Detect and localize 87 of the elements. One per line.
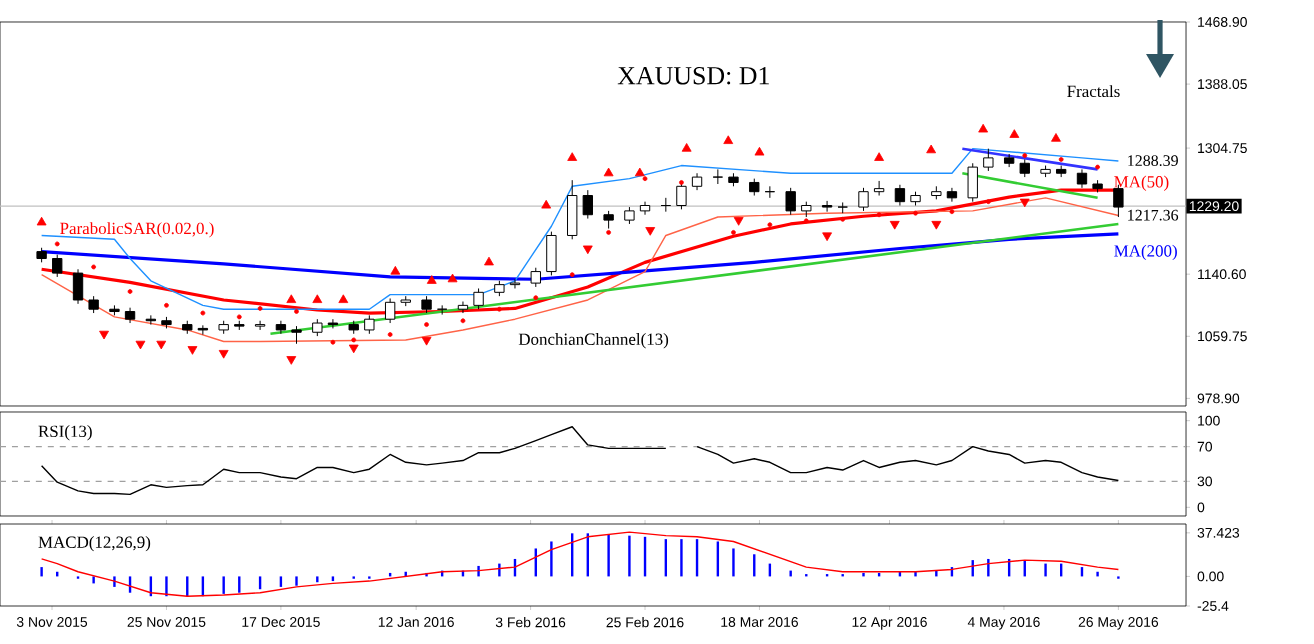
point <box>351 337 357 343</box>
point <box>236 314 242 320</box>
candlestick <box>821 200 833 213</box>
point <box>1051 133 1061 142</box>
candlestick <box>436 304 448 316</box>
candlestick <box>1003 153 1015 168</box>
text: XAUUSD: D1 <box>617 66 769 85</box>
point <box>645 227 656 236</box>
candlestick <box>858 187 869 212</box>
series-label: DonchianChannel(13) <box>518 333 669 349</box>
candlestick <box>1076 168 1088 189</box>
text: RSI(13) <box>38 425 92 441</box>
candlestick <box>327 318 339 329</box>
point <box>1009 129 1020 138</box>
point <box>200 310 206 316</box>
candlestick <box>457 301 469 314</box>
candlestick <box>873 180 885 197</box>
candlestick <box>197 324 209 336</box>
point <box>949 209 955 215</box>
point <box>931 220 942 230</box>
series-label: MA(50) <box>1114 175 1169 191</box>
text: Fractals <box>1067 85 1120 98</box>
point <box>634 167 645 177</box>
candlestick <box>946 187 958 203</box>
point <box>606 229 612 235</box>
point <box>733 217 744 226</box>
candlestick <box>546 231 557 276</box>
candlestick <box>660 197 672 213</box>
point <box>338 294 349 303</box>
point <box>533 295 539 301</box>
point <box>582 245 593 255</box>
point <box>312 294 323 303</box>
candlestick <box>785 187 796 216</box>
point <box>567 152 578 161</box>
point <box>723 135 734 144</box>
candlestick <box>894 184 906 207</box>
candlestick <box>254 320 266 331</box>
point <box>286 356 297 365</box>
candlestick <box>983 148 994 172</box>
point <box>603 167 614 177</box>
point <box>218 349 229 359</box>
point <box>541 199 552 209</box>
point <box>421 336 432 346</box>
point <box>348 344 359 354</box>
candlestick <box>967 162 978 203</box>
candlestick <box>72 268 84 305</box>
candlestick <box>364 314 375 335</box>
point <box>330 339 336 345</box>
point <box>1019 198 1030 208</box>
point <box>36 216 47 226</box>
series-label: ParabolicSAR(0.02,0.) <box>60 222 214 238</box>
point <box>754 146 765 156</box>
candlestick <box>384 297 396 324</box>
point <box>135 340 146 350</box>
point <box>889 220 900 230</box>
point <box>926 144 937 154</box>
point <box>460 318 466 324</box>
candlestick <box>509 278 521 289</box>
point <box>54 241 60 247</box>
point <box>426 275 437 284</box>
point <box>569 272 575 278</box>
point <box>156 340 167 350</box>
point <box>822 232 832 242</box>
candlestick <box>582 189 593 220</box>
text: MACD(12,26,9) <box>38 536 151 552</box>
point <box>681 143 692 152</box>
candlestick <box>764 185 776 199</box>
series-label: MA(200) <box>1114 244 1177 261</box>
candlestick <box>712 168 724 185</box>
point <box>642 176 648 182</box>
point <box>91 264 97 270</box>
point <box>390 265 401 275</box>
point <box>484 256 494 266</box>
candlestick <box>473 287 484 310</box>
candlestick <box>52 254 63 278</box>
point <box>187 346 198 355</box>
point <box>99 330 109 340</box>
candlestick <box>567 179 578 240</box>
point <box>978 123 989 133</box>
candlestick <box>275 320 287 335</box>
point <box>286 294 297 303</box>
point <box>767 222 773 228</box>
point <box>874 152 885 161</box>
candlestick <box>676 181 687 210</box>
candlestick <box>639 201 651 216</box>
point <box>447 273 458 283</box>
candlestick <box>530 267 541 288</box>
